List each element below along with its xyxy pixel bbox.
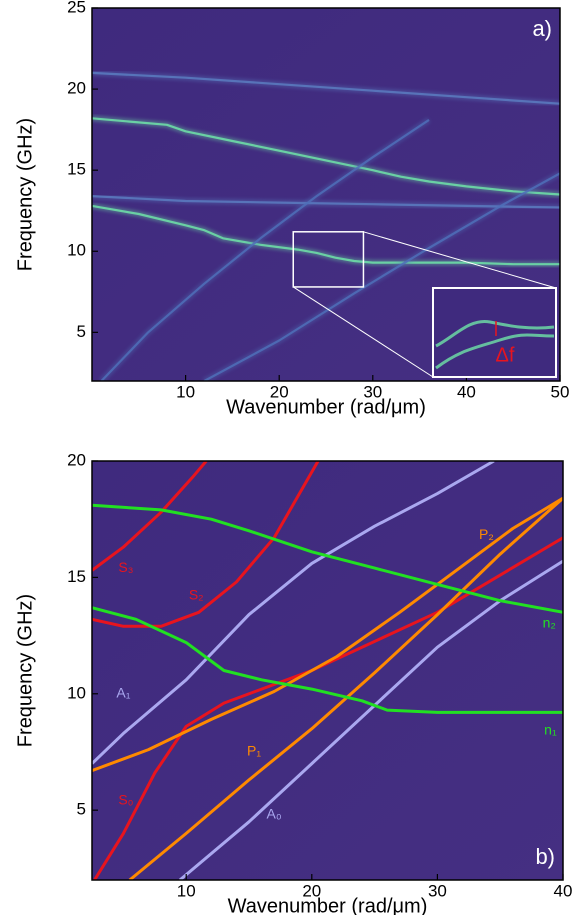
series-label: A₀ xyxy=(267,806,282,822)
y-axis-title: Frequency (GHz) xyxy=(14,594,36,747)
annotation: Δf xyxy=(496,344,515,366)
x-tick-label: 20 xyxy=(270,382,289,401)
series-line xyxy=(92,606,563,714)
plot-background xyxy=(92,461,563,880)
plot-area xyxy=(92,461,563,880)
series-label: S₀ xyxy=(118,792,133,808)
inset-background xyxy=(432,287,557,378)
y-tick-label: 15 xyxy=(67,160,86,179)
panel-label: a) xyxy=(532,16,552,41)
y-tick-label: 5 xyxy=(77,800,86,819)
y-tick-label: 20 xyxy=(67,79,86,98)
y-tick-label: 5 xyxy=(77,322,86,341)
x-tick-label: 10 xyxy=(177,881,196,900)
x-axis-title: Wavenumber (rad/μm) xyxy=(228,895,428,915)
panel-label: b) xyxy=(535,844,555,869)
y-tick-label: 10 xyxy=(67,241,86,260)
x-tick-label: 30 xyxy=(363,382,382,401)
plot-frame xyxy=(91,460,564,881)
x-tick-label: 50 xyxy=(551,382,570,401)
y-tick-label: 20 xyxy=(67,450,86,469)
series-line xyxy=(100,118,430,381)
zoom-connector xyxy=(363,231,557,289)
x-axis-title: Wavenumber (rad/μm) xyxy=(226,396,426,418)
x-tick-label: 20 xyxy=(302,881,321,900)
series-label: S₃ xyxy=(118,559,133,575)
y-tick-label: 10 xyxy=(67,683,86,702)
series-line xyxy=(92,461,208,572)
series-label: S₂ xyxy=(189,587,204,603)
x-tick-label: 30 xyxy=(428,881,447,900)
series-line xyxy=(92,195,560,209)
series-line xyxy=(92,71,560,105)
series-line xyxy=(92,496,563,773)
series-label: n₁ xyxy=(544,722,557,738)
series-line xyxy=(203,172,560,381)
series-line xyxy=(93,536,563,880)
inset-mode xyxy=(435,319,555,348)
x-tick-label: 10 xyxy=(176,382,195,401)
x-tick-label: 40 xyxy=(554,881,573,900)
y-axis-title: Frequency (GHz) xyxy=(14,118,36,271)
plot-frame xyxy=(91,7,561,382)
series-label: P₁ xyxy=(247,743,261,759)
series-label: P₂ xyxy=(479,526,494,542)
series-line xyxy=(92,461,495,765)
series-line xyxy=(92,503,563,614)
series-line xyxy=(92,204,560,266)
plot-area xyxy=(92,69,560,381)
series-label: n₂ xyxy=(543,615,556,631)
series-label: A₁ xyxy=(116,684,130,700)
series-line xyxy=(128,497,563,880)
zoom-box xyxy=(292,231,365,288)
zoom-connector xyxy=(292,286,434,378)
y-tick-label: 25 xyxy=(67,0,86,16)
y-tick-label: 15 xyxy=(67,567,86,586)
series-line xyxy=(92,117,560,196)
x-tick-label: 40 xyxy=(457,382,476,401)
inset-mode xyxy=(435,333,555,370)
